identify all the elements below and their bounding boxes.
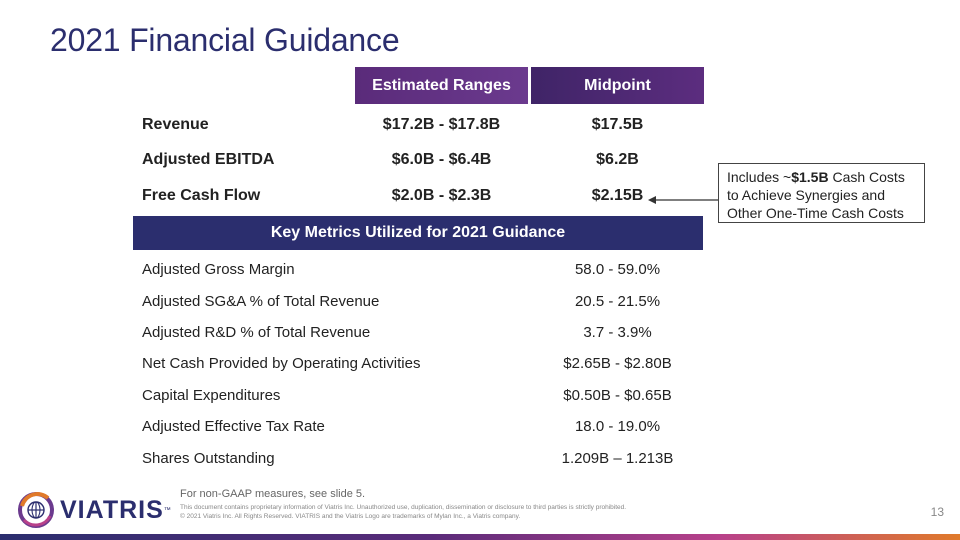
- viatris-logo: VIATRIS ™: [18, 490, 171, 530]
- callout-prefix: Includes ~: [727, 169, 792, 185]
- page-title: 2021 Financial Guidance: [50, 22, 400, 58]
- row-midpoint: $2.15B: [591, 187, 644, 204]
- metric-value: $0.50B - $0.65B: [563, 387, 672, 404]
- slide-number: 13: [930, 505, 944, 519]
- callout-box: Includes ~$1.5B Cash Costs to Achieve Sy…: [718, 163, 925, 223]
- row-range: $2.0B - $2.3B: [391, 187, 492, 204]
- footer-gradient-bar: [0, 534, 960, 540]
- row-label: Free Cash Flow: [142, 187, 261, 204]
- metric-value: $2.65B - $2.80B: [563, 355, 672, 372]
- metric-value: 20.5 - 21.5%: [574, 293, 661, 310]
- metric-label: Adjusted SG&A % of Total Revenue: [142, 293, 380, 310]
- header-midpoint: Midpoint: [531, 67, 704, 104]
- callout-amount: $1.5B: [791, 169, 829, 185]
- metric-value: 58.0 - 59.0%: [574, 261, 661, 278]
- footnote: For non-GAAP measures, see slide 5.: [180, 488, 366, 500]
- legal-disclaimer: This document contains proprietary infor…: [180, 503, 700, 521]
- row-midpoint: $6.2B: [596, 151, 639, 168]
- metric-row: Adjusted R&D % of Total Revenue 3.7 - 3.…: [140, 324, 700, 346]
- metric-label: Adjusted Effective Tax Rate: [142, 418, 325, 435]
- callout-arrow-icon: [648, 196, 718, 204]
- logo-trademark: ™: [163, 506, 171, 514]
- metric-label: Net Cash Provided by Operating Activitie…: [142, 355, 421, 372]
- callout-suffix: Cash Costs to Achieve Synergies and Othe…: [727, 169, 905, 221]
- metric-label: Shares Outstanding: [142, 450, 275, 467]
- logo-wordmark: VIATRIS: [60, 495, 164, 524]
- metric-row: Shares Outstanding 1.209B – 1.213B: [140, 450, 700, 472]
- row-label: Revenue: [142, 116, 209, 133]
- table-row: Free Cash Flow $2.0B - $2.3B $2.15B: [140, 187, 700, 211]
- metric-row: Adjusted Gross Margin 58.0 - 59.0%: [140, 261, 700, 283]
- legal-line-2: © 2021 Viatris Inc. All Rights Reserved.…: [180, 513, 521, 520]
- row-range: $17.2B - $17.8B: [382, 116, 501, 133]
- row-label: Adjusted EBITDA: [142, 151, 275, 168]
- metric-label: Capital Expenditures: [142, 387, 281, 404]
- key-metrics-heading: Key Metrics Utilized for 2021 Guidance: [133, 216, 703, 250]
- metric-row: Adjusted SG&A % of Total Revenue 20.5 - …: [140, 293, 700, 315]
- row-midpoint: $17.5B: [591, 116, 644, 133]
- metric-row: Net Cash Provided by Operating Activitie…: [140, 355, 700, 377]
- metric-row: Capital Expenditures $0.50B - $0.65B: [140, 387, 700, 409]
- legal-line-1: This document contains proprietary infor…: [180, 504, 627, 511]
- metric-label: Adjusted Gross Margin: [142, 261, 295, 278]
- table-row: Adjusted EBITDA $6.0B - $6.4B $6.2B: [140, 151, 700, 175]
- table-row: Revenue $17.2B - $17.8B $17.5B: [140, 116, 700, 140]
- metric-row: Adjusted Effective Tax Rate 18.0 - 19.0%: [140, 418, 700, 440]
- row-range: $6.0B - $6.4B: [391, 151, 492, 168]
- metric-label: Adjusted R&D % of Total Revenue: [142, 324, 371, 341]
- metric-value: 3.7 - 3.9%: [583, 324, 652, 341]
- viatris-globe-icon: [18, 492, 54, 528]
- header-estimated-ranges: Estimated Ranges: [355, 67, 528, 104]
- metric-value: 18.0 - 19.0%: [574, 418, 661, 435]
- metric-value: 1.209B – 1.213B: [561, 450, 674, 467]
